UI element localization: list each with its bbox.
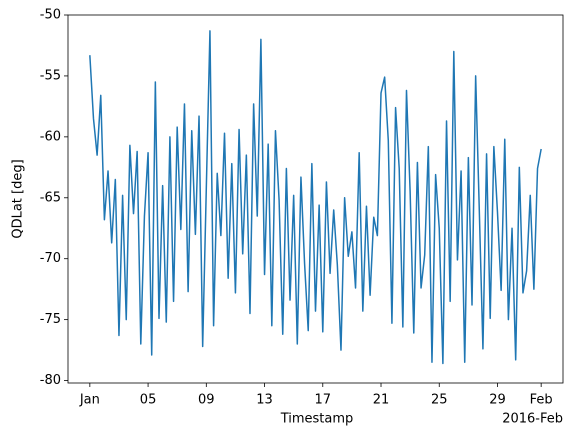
x-tick-label: 25 xyxy=(431,393,448,408)
x-tick-label: Jan xyxy=(79,393,100,408)
x-tick-label: 17 xyxy=(315,393,332,408)
x-tick-label: 09 xyxy=(198,393,215,408)
y-tick-label: -55 xyxy=(40,68,61,83)
x-tick-label: 29 xyxy=(489,393,506,408)
y-tick-label: -65 xyxy=(40,190,61,205)
y-tick-label: -80 xyxy=(40,373,61,388)
y-tick-label: -50 xyxy=(40,8,61,23)
axes-frame xyxy=(67,14,564,384)
x-axis-label: Timestamp xyxy=(280,412,354,427)
x-tick-label: 21 xyxy=(373,393,390,408)
y-axis-label: QDLat [deg] xyxy=(11,159,26,238)
y-tick-label: -70 xyxy=(40,251,61,266)
x-offset-label: 2016-Feb xyxy=(502,412,563,427)
x-tick-label: 13 xyxy=(256,393,273,408)
x-tick-label: 05 xyxy=(140,393,157,408)
data-line xyxy=(89,30,542,365)
y-tick-label: -60 xyxy=(40,129,61,144)
y-tick-label: -75 xyxy=(40,312,61,327)
x-tick-label: Feb xyxy=(530,393,553,408)
